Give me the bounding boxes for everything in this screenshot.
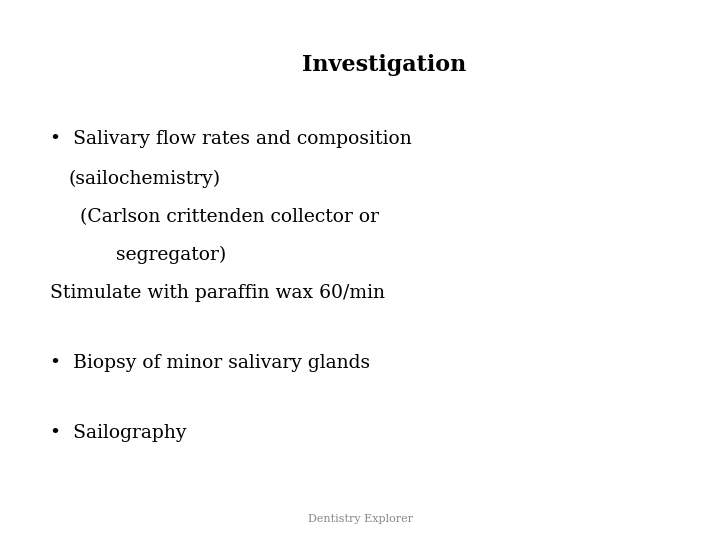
Text: •  Salivary flow rates and composition: • Salivary flow rates and composition <box>50 130 412 147</box>
Text: (Carlson crittenden collector or: (Carlson crittenden collector or <box>68 208 379 226</box>
Text: Dentistry Explorer: Dentistry Explorer <box>307 514 413 524</box>
Text: (sailochemistry): (sailochemistry) <box>68 170 220 188</box>
Text: •  Sailography: • Sailography <box>50 424 187 442</box>
Text: Investigation: Investigation <box>302 54 467 76</box>
Text: segregator): segregator) <box>68 246 227 264</box>
Text: •  Biopsy of minor salivary glands: • Biopsy of minor salivary glands <box>50 354 371 372</box>
Text: Stimulate with paraffin wax 60/min: Stimulate with paraffin wax 60/min <box>50 284 385 301</box>
